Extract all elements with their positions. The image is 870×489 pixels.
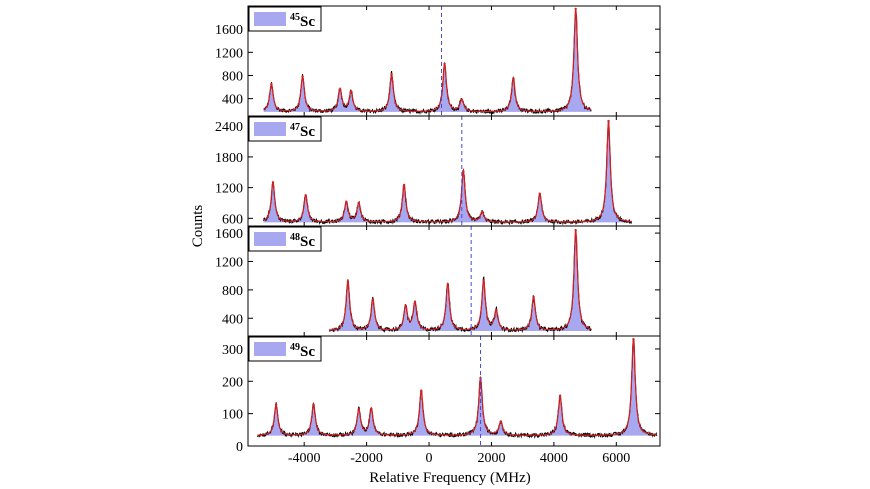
peak-49-8 [558,394,562,398]
y-tick-label: 1600 [215,23,243,38]
peak-47-1 [271,181,275,184]
y-tick-label: 1200 [215,46,243,61]
peak-49-9 [632,338,635,341]
peak-49-4 [370,407,373,410]
y-tick-label: 1200 [215,255,243,270]
fit-curve [263,121,632,223]
isotope-mass-number: 49 [290,342,300,353]
fit-fill-area [263,121,632,223]
y-tick-label: 1600 [215,227,243,242]
x-axis-label: Relative Frequency (MHz) [369,470,531,486]
x-tick-label: 2000 [477,451,505,466]
isotope-symbol: Sc [300,234,315,250]
peak-49-7 [499,420,502,423]
x-tick-label: 0 [426,451,433,466]
peak-45-8 [512,77,515,80]
x-tick-label: -2000 [350,451,383,466]
isotope-symbol: Sc [300,344,315,360]
y-tick-label: 800 [222,69,243,84]
peak-48-3 [404,305,407,309]
fit-curve [263,8,592,112]
peak-48-5 [446,283,449,286]
peak-47-6 [462,170,465,173]
peak-49-5 [420,389,423,393]
peak-49-2 [312,403,315,406]
isotope-symbol: Sc [300,124,315,140]
legend-swatch [254,122,286,136]
peak-47-9 [607,119,610,123]
y-tick-label: 1200 [215,182,243,197]
peak-45-7 [460,98,463,102]
legend-48: 48Sc [248,226,322,252]
legend-label: 47Sc [290,122,315,140]
peak-47-2 [304,194,307,197]
legend-49: 49Sc [248,336,322,362]
peak-47-8 [538,192,541,195]
peak-45-3 [338,88,342,91]
y-tick-label: 800 [222,284,243,299]
y-tick-label: 0 [236,440,243,455]
legend-47: 47Sc [248,116,322,142]
peak-48-2 [371,298,374,301]
legend-45: 45Sc [248,6,322,32]
data-trace [328,229,592,334]
legend-label: 49Sc [290,342,315,360]
peak-48-9 [574,229,577,232]
y-tick-label: 300 [222,343,243,358]
peak-47-4 [357,201,360,205]
peak-45-4 [349,90,353,93]
isotope-mass-number: 48 [290,232,300,243]
spectrum-panel-48: 400 800 1200 1600 48Sc [215,225,661,337]
legend-swatch [254,232,286,246]
peak-48-1 [346,280,350,283]
peak-49-3 [357,408,360,411]
peak-45-5 [390,73,393,76]
legend-label: 45Sc [290,12,315,30]
fit-curve [329,230,592,331]
peak-45-6 [443,62,446,66]
y-axis-label: Counts [190,205,206,248]
data-trace [257,338,658,439]
x-tick-label: 6000 [602,451,630,466]
isotope-mass-number: 45 [290,12,300,23]
x-tick-label: -4000 [288,451,321,466]
peak-48-8 [532,295,535,299]
fit-fill-area [329,230,592,331]
spectrum-panel-45: 400 800 1200 1600 45Sc [215,5,661,117]
y-tick-label: 600 [222,212,243,227]
y-tick-label: 400 [222,93,243,108]
y-tick-label: 1800 [215,151,243,166]
peak-48-6 [482,280,485,283]
y-tick-label: 100 [222,408,243,423]
peak-47-3 [345,200,348,204]
isotope-mass-number: 47 [290,122,300,133]
legend-label: 48Sc [290,232,315,250]
panel-frame [247,335,661,447]
y-tick-label: 200 [222,375,243,390]
peak-47-7 [480,211,484,214]
peak-48-7 [494,310,498,313]
peak-45-2 [301,75,304,78]
spectrum-panel-49: 0 100 200 300 -4000 -2000 0 2000 4000 6000 49Sc [222,335,661,466]
peak-45-1 [270,83,273,86]
peak-47-5 [402,183,406,187]
y-tick-label: 400 [222,312,243,327]
y-tick-label: 2400 [215,120,243,135]
isotope-symbol: Sc [300,14,315,30]
spectrum-panel-47: 600 1200 1800 2400 47Sc [215,115,661,227]
peak-48-4 [413,301,417,304]
legend-swatch [254,342,286,356]
x-tick-label: 4000 [540,451,568,466]
fit-curve [257,339,657,436]
legend-swatch [254,12,286,26]
peak-49-1 [274,403,278,406]
peak-45-9 [574,7,577,11]
